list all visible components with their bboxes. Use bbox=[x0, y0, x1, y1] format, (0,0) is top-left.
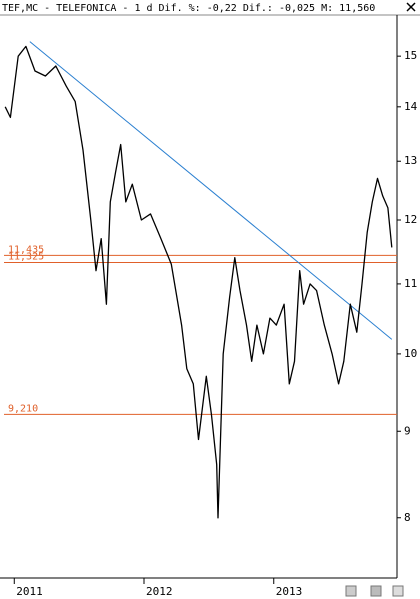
y-tick-label: 11 bbox=[404, 277, 417, 290]
y-tick-label: 10 bbox=[404, 347, 417, 360]
toolbar-icons[interactable] bbox=[345, 585, 404, 597]
close-button[interactable] bbox=[406, 2, 416, 12]
price-line bbox=[4, 45, 393, 519]
x-tick-label: 2013 bbox=[276, 585, 303, 598]
y-tick-label: 14 bbox=[404, 100, 418, 113]
x-tick-label: 2011 bbox=[16, 585, 42, 598]
y-tick-label: 8 bbox=[404, 511, 411, 524]
chart-title: TEF,MC - TELEFONICA - 1 d Dif. %: -0,22 … bbox=[2, 3, 375, 14]
trendline bbox=[29, 41, 393, 340]
level-label: 9,210 bbox=[8, 403, 38, 414]
y-tick-label: 12 bbox=[404, 213, 417, 226]
y-tick-label: 9 bbox=[404, 424, 411, 437]
x-tick-label: 2012 bbox=[146, 585, 173, 598]
title-bar bbox=[0, 0, 420, 15]
y-tick-label: 15 bbox=[404, 49, 417, 62]
y-tick-label: 13 bbox=[404, 154, 417, 167]
level-label: 11,325 bbox=[8, 252, 44, 263]
level-label: 11,435 bbox=[8, 244, 44, 255]
